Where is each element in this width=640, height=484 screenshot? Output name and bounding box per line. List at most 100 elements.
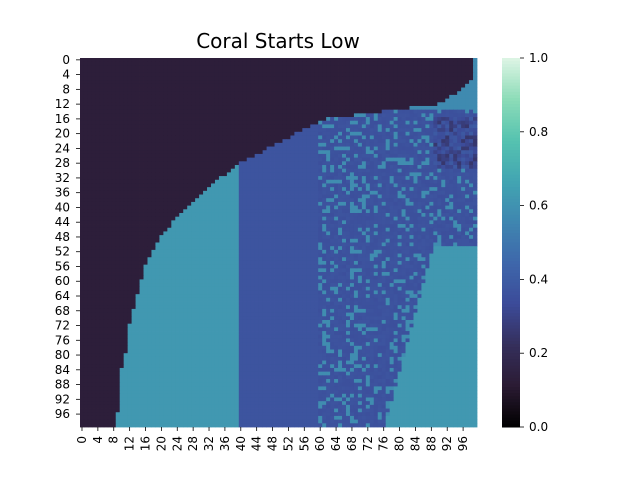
heatmap-cell — [127, 65, 133, 70]
heatmap-cell — [171, 209, 176, 214]
heatmap-cell — [218, 58, 224, 63]
heatmap-cell — [163, 235, 168, 240]
heatmap-cell — [234, 231, 240, 236]
heatmap-cell — [151, 131, 156, 136]
heatmap-cell — [310, 205, 315, 210]
heatmap-cell — [318, 72, 323, 77]
heatmap-cell — [163, 72, 168, 77]
heatmap-cell — [246, 72, 252, 77]
heatmap-cell — [342, 65, 347, 70]
heatmap-cell — [465, 94, 470, 99]
heatmap-cell — [143, 98, 148, 103]
heatmap-cell — [179, 83, 184, 88]
heatmap-cell — [397, 209, 402, 214]
heatmap-cell — [302, 146, 307, 151]
heatmap-cell — [155, 227, 160, 232]
heatmap-cell — [338, 105, 343, 111]
heatmap-cell — [306, 83, 311, 88]
heatmap-cell — [425, 105, 430, 111]
heatmap-cell — [207, 176, 212, 181]
heatmap-cell — [191, 58, 196, 63]
heatmap-cell — [389, 65, 395, 70]
heatmap-cell — [465, 120, 470, 125]
heatmap-cell — [330, 69, 335, 74]
heatmap-cell — [318, 139, 323, 144]
heatmap-cell — [207, 76, 212, 81]
heatmap-cell — [266, 238, 271, 243]
heatmap-cell — [167, 165, 172, 170]
heatmap-cell — [262, 58, 267, 63]
heatmap-cell — [318, 105, 323, 111]
heatmap-cell — [80, 109, 85, 114]
heatmap-cell — [469, 179, 474, 184]
heatmap-cell — [179, 80, 184, 85]
heatmap-cell — [397, 117, 402, 122]
heatmap-cell — [222, 94, 228, 99]
heatmap-cell — [401, 113, 406, 118]
heatmap-cell — [385, 194, 391, 199]
heatmap-cell — [207, 224, 212, 229]
heatmap-cell — [286, 87, 291, 92]
heatmap-cell — [282, 94, 287, 99]
heatmap-cell — [338, 80, 343, 85]
heatmap-cell — [373, 179, 379, 184]
heatmap-cell — [338, 109, 343, 114]
heatmap-cell — [457, 183, 462, 188]
heatmap-cell — [262, 83, 267, 88]
heatmap-cell — [433, 157, 438, 162]
heatmap-cell — [342, 109, 347, 114]
heatmap-cell — [107, 65, 113, 70]
heatmap-cell — [322, 165, 327, 170]
heatmap-cell — [143, 150, 148, 155]
heatmap-cell — [373, 153, 379, 159]
heatmap-cell — [306, 172, 311, 177]
heatmap-cell — [369, 91, 375, 96]
heatmap-cell — [163, 238, 168, 243]
heatmap-cell — [214, 235, 220, 240]
heatmap-cell — [87, 102, 93, 107]
heatmap-cell — [207, 117, 212, 122]
heatmap-cell — [91, 150, 97, 155]
heatmap-cell — [397, 190, 402, 195]
heatmap-cell — [338, 150, 343, 155]
heatmap-cell — [306, 153, 311, 159]
heatmap-cell — [326, 142, 331, 147]
heatmap-cell — [179, 227, 184, 232]
heatmap-cell — [214, 172, 220, 177]
heatmap-cell — [294, 176, 299, 181]
heatmap-cell — [111, 58, 117, 63]
heatmap-cell — [127, 76, 133, 81]
heatmap-cell — [421, 61, 426, 66]
heatmap-cell — [167, 150, 172, 155]
heatmap-cell — [302, 58, 307, 63]
heatmap-cell — [469, 87, 474, 92]
heatmap-cell — [345, 212, 351, 218]
heatmap-cell — [222, 109, 228, 114]
heatmap-cell — [167, 102, 172, 107]
heatmap-cell — [143, 83, 148, 88]
heatmap-cell — [87, 120, 93, 125]
heatmap-cell — [389, 69, 395, 74]
heatmap-cell — [465, 150, 470, 155]
heatmap-cell — [95, 117, 101, 122]
heatmap-cell — [151, 109, 156, 114]
heatmap-cell — [131, 139, 136, 144]
heatmap-cell — [373, 98, 379, 103]
heatmap-cell — [401, 58, 406, 63]
heatmap-cell — [203, 72, 208, 77]
heatmap-cell — [369, 120, 375, 125]
heatmap-cell — [103, 87, 109, 92]
heatmap-cell — [214, 87, 220, 92]
heatmap-cell — [465, 176, 470, 181]
heatmap-cell — [318, 220, 323, 225]
heatmap-cell — [234, 94, 240, 99]
heatmap-cell — [175, 153, 180, 159]
heatmap-cell — [357, 157, 363, 162]
heatmap-cell — [425, 80, 430, 85]
heatmap-cell — [369, 176, 375, 181]
heatmap-cell — [397, 135, 402, 140]
heatmap-cell — [151, 80, 156, 85]
heatmap-cell — [469, 205, 474, 210]
heatmap-cell — [230, 139, 236, 144]
heatmap-cell — [389, 98, 395, 103]
